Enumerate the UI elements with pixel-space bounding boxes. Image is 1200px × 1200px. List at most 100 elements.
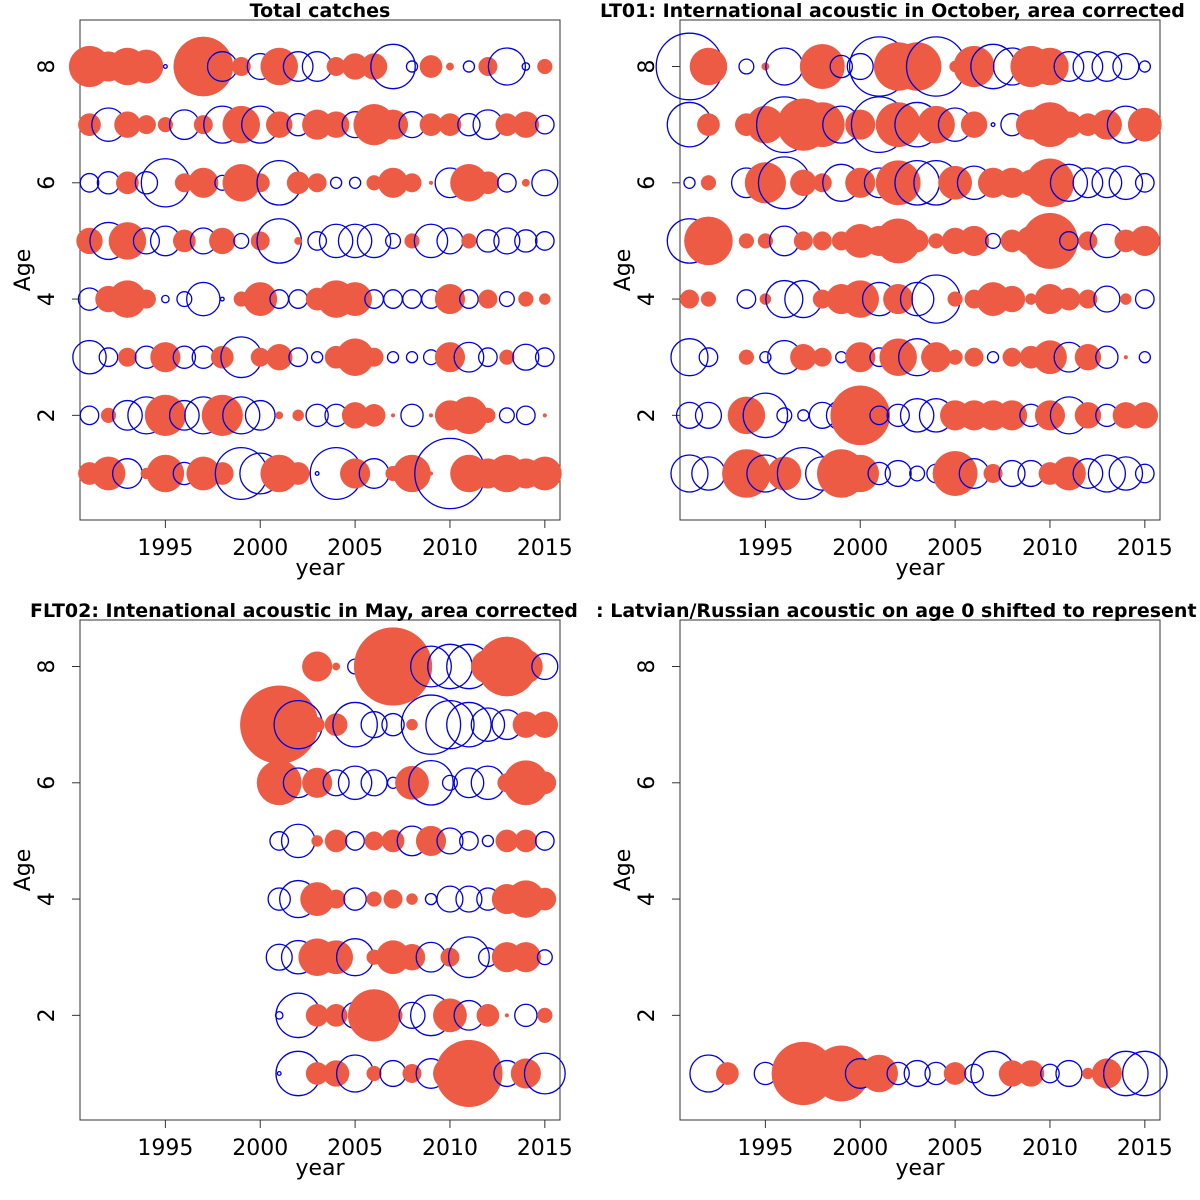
bubble-positive [366,891,382,907]
bubble-negative [111,399,143,431]
bubble-positive [395,765,429,800]
bubble-positive [324,829,348,853]
y-axis-label: Age [11,249,36,292]
chart-title: FLT02: Intenational acoustic in May, are… [30,600,578,622]
bubble-positive [476,1003,500,1027]
bubble-positive [983,463,1003,483]
bubble-negative [265,943,293,971]
bubble-positive [461,233,477,249]
bubble-negative [132,227,161,255]
bubble-negative [161,294,170,304]
bubble-positive [1025,293,1037,305]
bubble-positive [173,36,234,97]
panel-2: LT01: International acoustic in October,… [600,0,1185,581]
bubble-positive [1031,47,1069,86]
x-axis-label: year [895,1156,945,1181]
bubble-positive [398,944,426,971]
bubble-positive [790,169,817,196]
bubble-positive [150,342,181,373]
bubble-negative [79,405,100,426]
bubble-positive [892,42,942,91]
bubble-positive [415,825,447,856]
bubble-positive [434,342,466,373]
bubble-positive [243,282,278,316]
bubble-negative [846,52,874,81]
bubble-negative [1091,167,1123,199]
bubble-positive [307,173,327,193]
bubble-positive [338,282,372,316]
bubble-negative [470,707,506,742]
bubble-positive [700,175,717,191]
bubble-negative [398,1001,426,1029]
bubble-positive [928,233,944,249]
bubble-positive [875,160,921,206]
bubble-negative [310,351,324,364]
bubble-positive [510,942,541,973]
bubble-positive [210,462,234,485]
bubble-positive [531,711,559,738]
bubble-negative [903,1059,931,1088]
bubble-negative [360,769,388,797]
bubble-positive [116,171,139,195]
x-tick-label: 2000 [232,1136,288,1161]
bubble-negative [1049,163,1089,202]
bubble-positive [260,47,298,86]
bubble-positive [250,173,270,193]
y-tick-label: 6 [35,176,60,190]
bubble-negative [386,351,400,364]
bubble-negative [835,351,848,364]
bubble-positive [917,105,955,144]
y-tick-label: 4 [635,292,660,306]
x-tick-label: 1995 [137,1136,193,1161]
bubble-negative [698,347,719,368]
chart-title: : Latvian/Russian acoustic on age 0 shif… [596,600,1200,622]
bubble-negative [531,169,559,197]
bubble-negative [1112,52,1140,81]
bubble-negative [829,54,854,79]
x-axis-label: year [895,556,945,581]
y-axis-label: Age [611,849,636,892]
bubble-negative [455,885,483,913]
bubble-positive [210,345,234,369]
bubble-negative [453,341,485,373]
x-tick-label: 2010 [1022,536,1078,561]
bubble-negative [521,62,531,71]
bubble-negative [360,711,388,739]
bubble-negative [1055,1059,1083,1088]
bubble-negative [329,176,343,189]
x-tick-label: 2010 [1022,1136,1078,1161]
bubble-negative [476,229,500,253]
bubble-negative [1091,51,1123,82]
bubble-positive [953,45,995,88]
bubble-negative [269,831,290,851]
bubble-negative [436,885,464,913]
y-tick-label: 4 [35,292,60,306]
bubble-negative [348,176,362,189]
bubble-positive [790,344,817,371]
y-tick-label: 2 [635,1008,660,1022]
y-tick-label: 6 [635,776,660,790]
bubble-positive [716,1062,739,1085]
bubble-negative [1134,172,1155,193]
bubble-negative [776,407,793,424]
bubble-positive [1057,287,1081,311]
bubble-positive [875,102,921,148]
x-tick-label: 2015 [1117,536,1173,561]
bubble-positive [474,1060,502,1087]
bubble-positive [1131,402,1159,429]
x-tick-label: 2005 [927,536,983,561]
plot-frame [79,619,561,1121]
bubble-positive [91,456,126,491]
bubble-positive [830,385,891,446]
bubble-positive [845,342,876,373]
x-tick-label: 2000 [232,536,288,561]
bubble-negative [1059,231,1079,251]
bubble-positive [446,62,454,71]
bubble-positive [428,471,434,476]
bubble-positive [689,47,728,86]
bubble-positive [1074,344,1102,371]
y-tick-label: 6 [35,776,60,790]
bubble-positive [1078,289,1098,309]
x-axis-label: year [295,1156,345,1181]
y-tick-label: 8 [635,660,660,674]
